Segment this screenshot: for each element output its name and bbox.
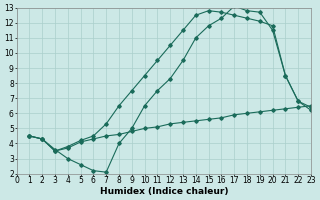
X-axis label: Humidex (Indice chaleur): Humidex (Indice chaleur) bbox=[100, 187, 228, 196]
